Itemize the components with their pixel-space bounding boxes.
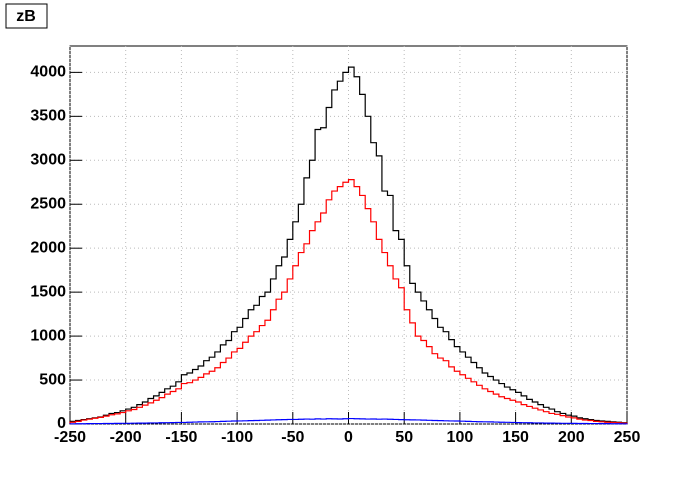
- y-tick-label: 500: [39, 371, 66, 388]
- histogram-line: [69, 66, 628, 424]
- y-tick-label: 2500: [30, 195, 66, 212]
- x-tick-label: 200: [558, 429, 585, 446]
- x-tick-label: 50: [395, 429, 413, 446]
- x-tick-label: 250: [614, 429, 641, 446]
- chart-title: zB: [16, 8, 36, 25]
- y-tick-label: 4000: [30, 64, 66, 81]
- x-tick-label: -200: [110, 429, 142, 446]
- histogram-line: [69, 417, 628, 425]
- x-tick-label: -150: [165, 429, 197, 446]
- x-tick-label: -250: [54, 429, 86, 446]
- y-tick-label: 3500: [30, 108, 66, 125]
- y-tick-label: 1000: [30, 327, 66, 344]
- x-tick-label: -50: [281, 429, 304, 446]
- title-box: [5, 3, 48, 29]
- y-tick-label: 1500: [30, 283, 66, 300]
- y-tick-label: 0: [57, 415, 66, 432]
- histogram-line: [69, 179, 628, 424]
- x-tick-label: 100: [447, 429, 474, 446]
- y-tick-label: 3000: [30, 151, 66, 168]
- y-tick-label: 2000: [30, 239, 66, 256]
- x-tick-label: -100: [221, 429, 253, 446]
- x-tick-label: 150: [502, 429, 529, 446]
- x-tick-label: 0: [344, 429, 353, 446]
